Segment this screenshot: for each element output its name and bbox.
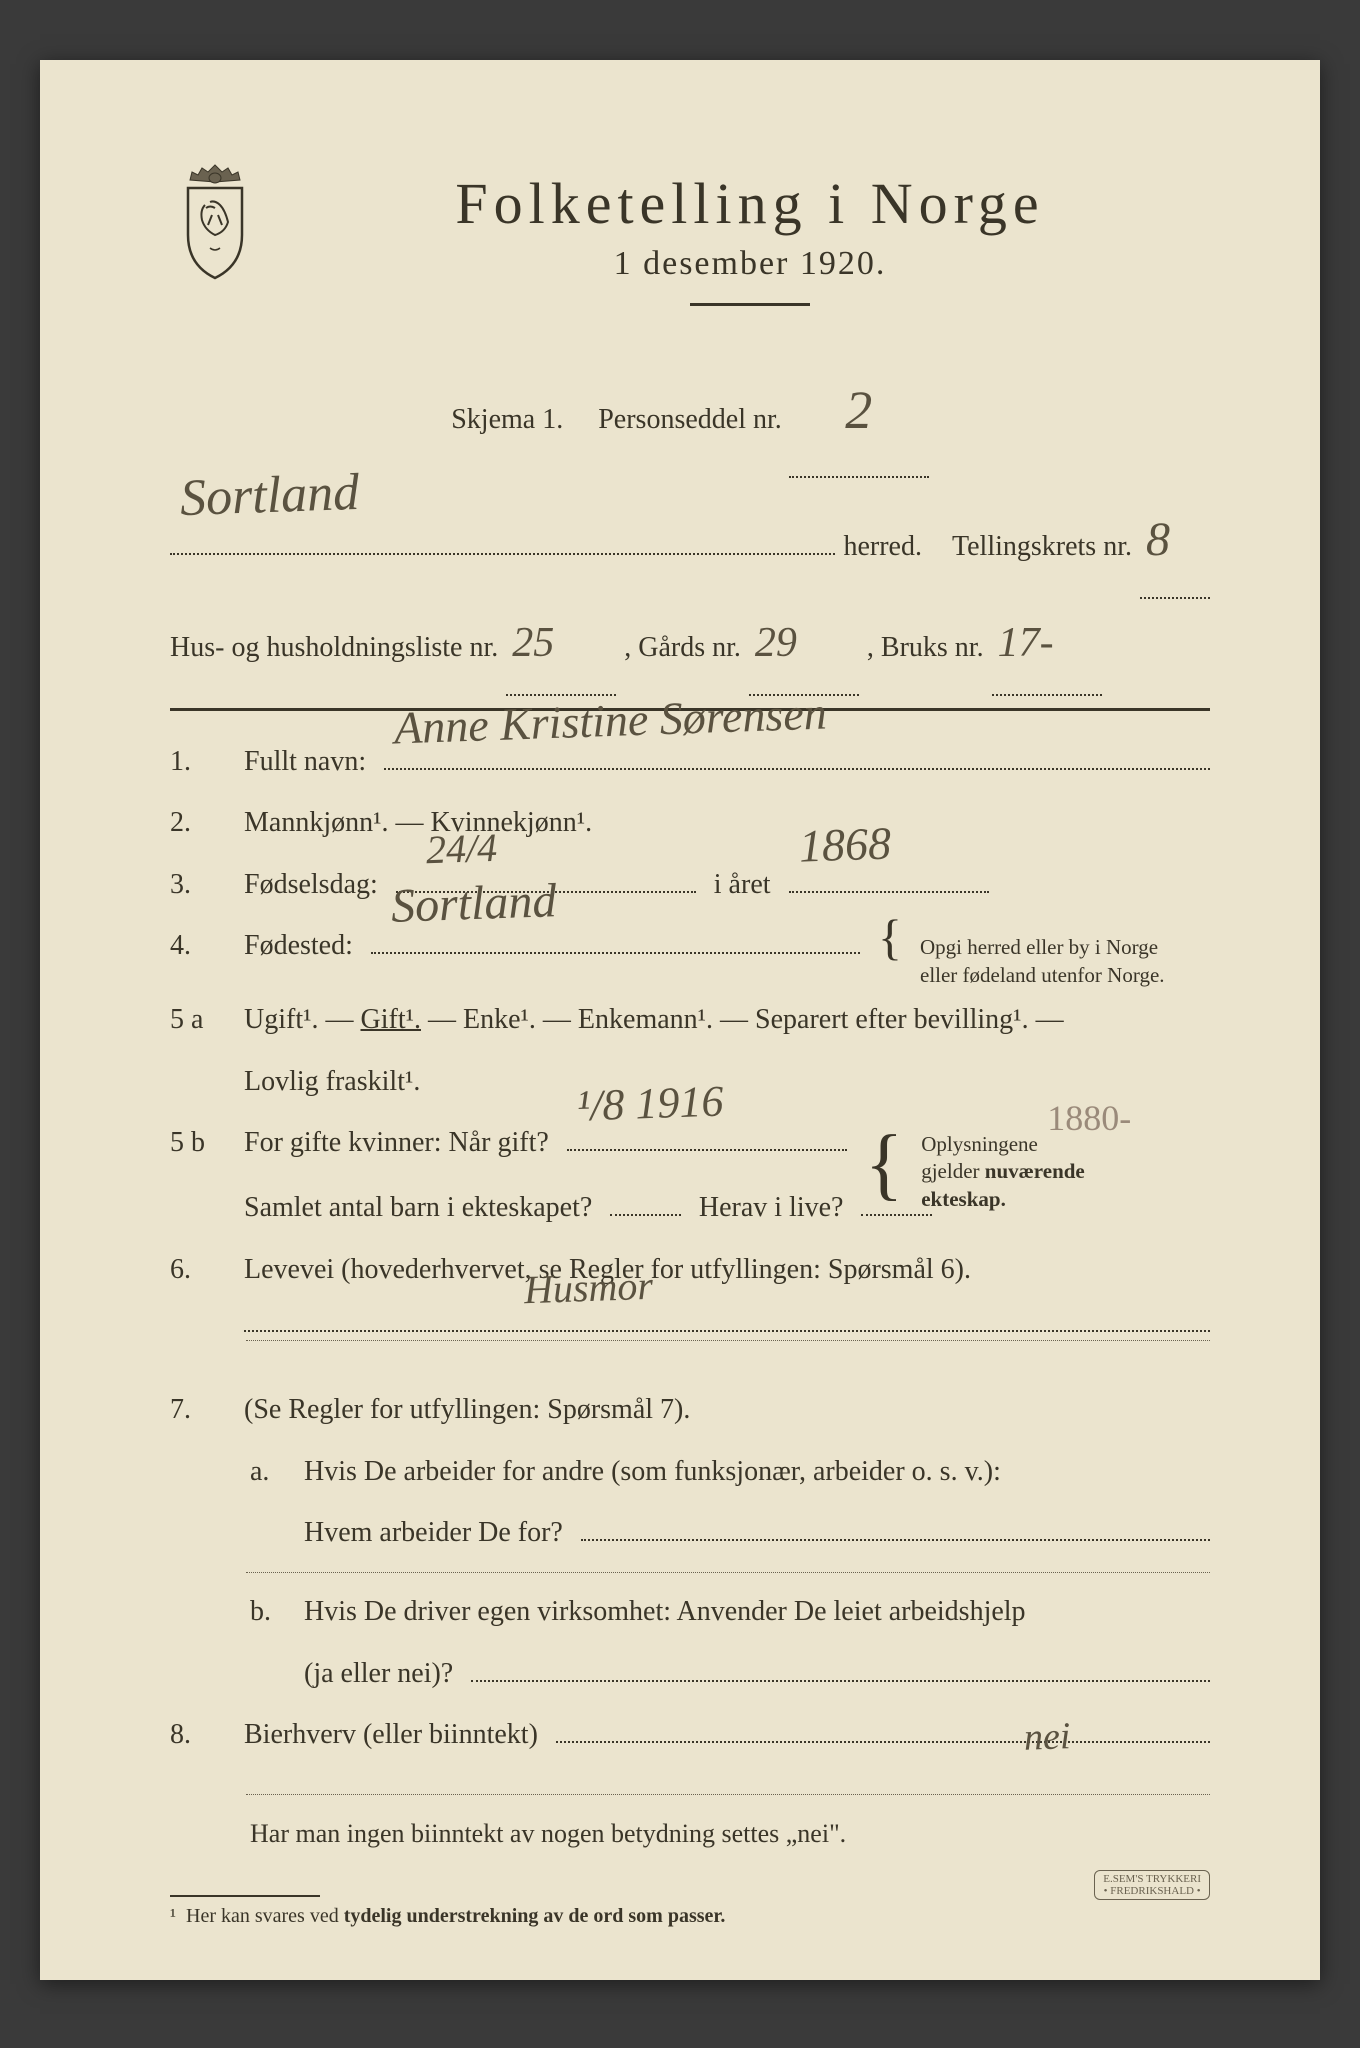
- hus-label: Hus- og husholdningsliste nr.: [170, 614, 498, 681]
- q5b-gift-value: ¹/8 1916: [575, 1054, 725, 1156]
- q5b-label1: For gifte kvinner: Når gift?: [244, 1112, 549, 1174]
- printer-l1: E.SEM'S TRYKKERI: [1103, 1873, 1201, 1885]
- q7-num: 7.: [170, 1379, 226, 1441]
- q1-label: Fullt navn:: [244, 731, 366, 793]
- krets-field: 8: [1140, 482, 1210, 599]
- q5b-num: 5 b: [170, 1112, 226, 1174]
- footnote-rule: [170, 1895, 320, 1897]
- q3-label: Fødselsdag:: [244, 854, 378, 916]
- q6-underline: [246, 1340, 1210, 1341]
- q1-row: 1. Fullt navn: Anne Kristine Sørensen: [170, 731, 1210, 793]
- q3-row: 3. Fødselsdag: 24/4 i året 1868: [170, 854, 1210, 916]
- coat-of-arms-icon: [170, 160, 260, 280]
- printer-mark: E.SEM'S TRYKKERI • FREDRIKSHALD •: [1094, 1870, 1210, 1900]
- q8-value: nei: [1022, 1695, 1071, 1780]
- personseddel-value: 2: [845, 346, 872, 476]
- q7a-line1: Hvis De arbeider for andre (som funksjon…: [304, 1441, 1001, 1503]
- q4-note-l2: eller fødeland utenfor Norge.: [920, 963, 1165, 987]
- q5b-live-field: [861, 1184, 932, 1216]
- herred-value: Sortland: [178, 431, 361, 562]
- q3-year-field: 1868: [789, 861, 989, 893]
- q5b-label2: Samlet antal barn i ekteskapet?: [244, 1177, 592, 1239]
- q3-year-value: 1868: [797, 792, 892, 896]
- personseddel-field: 2: [789, 346, 929, 478]
- q7-text: (Se Regler for utfyllingen: Spørsmål 7).: [244, 1379, 690, 1441]
- q5a-suffix: — Enke¹. — Enkemann¹. — Separert efter b…: [421, 1004, 1064, 1035]
- census-document: Folketelling i Norge 1 desember 1920. Sk…: [40, 60, 1320, 1980]
- q7a-row1: a. Hvis De arbeider for andre (som funks…: [170, 1441, 1210, 1503]
- q4-field: Sortland: [371, 922, 860, 954]
- q7a-field: [581, 1509, 1210, 1541]
- q7b-letter: b.: [250, 1581, 286, 1643]
- herred-field: Sortland: [170, 523, 835, 555]
- krets-label: Tellingskrets nr.: [952, 513, 1132, 580]
- q7b-line2: (ja eller nei)?: [304, 1643, 453, 1705]
- q8-row: 8. Bierhverv (eller biinntekt) nei: [170, 1704, 1210, 1766]
- q5a-prefix: Ugift¹. —: [244, 1004, 361, 1035]
- q5b-label3: Herav i live?: [699, 1177, 844, 1239]
- herred-line: Sortland herred. Tellingskrets nr. 8: [170, 482, 1210, 599]
- q1-num: 1.: [170, 731, 226, 793]
- q6-value: Husmor: [523, 1242, 655, 1334]
- bruks-value: 17-: [998, 593, 1054, 694]
- q4-num: 4.: [170, 915, 226, 977]
- q8-num: 8.: [170, 1704, 226, 1766]
- skjema-label: Skjema 1.: [451, 404, 563, 435]
- herred-label: herred.: [843, 513, 922, 580]
- q5b-gift-field: ¹/8 1916: [567, 1119, 847, 1151]
- q2-text: Mannkjønn¹. — Kvinnekjønn¹.: [244, 792, 592, 854]
- q3-num: 3.: [170, 854, 226, 916]
- q7a-row2: Hvem arbeider De for?: [170, 1502, 1210, 1564]
- main-title: Folketelling i Norge: [290, 170, 1210, 237]
- q4-label: Fødested:: [244, 915, 353, 977]
- q7a-underline: [246, 1572, 1210, 1573]
- q4-row: 4. Fødested: Sortland { Opgi herred elle…: [170, 915, 1210, 989]
- footnote-marker: ¹: [170, 1905, 176, 1927]
- q4-value: Sortland: [389, 848, 558, 959]
- title-divider: [690, 303, 810, 306]
- q6-row: 6. Levevei (hovederhvervet, se Regler fo…: [170, 1239, 1210, 1301]
- subtitle: 1 desember 1920.: [290, 245, 1210, 283]
- q5b-barn-field: [610, 1184, 681, 1216]
- q7-row: 7. (Se Regler for utfyllingen: Spørsmål …: [170, 1379, 1210, 1441]
- q4-note-l1: Opgi herred eller by i Norge: [920, 935, 1158, 959]
- q7a-letter: a.: [250, 1441, 286, 1503]
- q4-brace-icon: {: [878, 917, 902, 957]
- q5a-row: 5 a Ugift¹. — Gift¹. — Enke¹. — Enkemann…: [170, 989, 1210, 1051]
- q7b-field: [471, 1650, 1210, 1682]
- q1-field: Anne Kristine Sørensen: [384, 738, 1210, 770]
- krets-value: 8: [1146, 482, 1170, 597]
- q8-label: Bierhverv (eller biinntekt): [244, 1704, 538, 1766]
- q6-num: 6.: [170, 1239, 226, 1301]
- q6-field: Husmor: [244, 1300, 1210, 1332]
- q1-value: Anne Kristine Sørensen: [392, 663, 828, 779]
- q4-note: Opgi herred eller by i Norge eller fødel…: [920, 934, 1210, 989]
- bruks-field: 17-: [992, 593, 1102, 696]
- q8-field: nei: [556, 1711, 1210, 1743]
- footnote-bold: tydelig understrekning av de ord som pas…: [344, 1905, 726, 1927]
- document-header: Folketelling i Norge 1 desember 1920.: [170, 160, 1210, 336]
- personseddel-label: Personseddel nr.: [598, 404, 782, 435]
- q5b-row2: Samlet antal barn i ekteskapet? Herav i …: [170, 1177, 1210, 1239]
- q5a-gift: Gift¹.: [361, 1004, 422, 1035]
- q7b-line1: Hvis De driver egen virksomhet: Anvender…: [304, 1581, 1026, 1643]
- q5b-note-l1: Oplysningene: [921, 1132, 1038, 1156]
- q5a-text: Ugift¹. — Gift¹. — Enke¹. — Enkemann¹. —…: [244, 989, 1064, 1051]
- bruks-label: , Bruks nr.: [867, 614, 984, 681]
- q5a-num: 5 a: [170, 989, 226, 1051]
- printer-l2: • FREDRIKSHALD •: [1104, 1885, 1201, 1897]
- q7b-row1: b. Hvis De driver egen virksomhet: Anven…: [170, 1581, 1210, 1643]
- q8-underline: [246, 1794, 1210, 1795]
- q5a-line2: Lovlig fraskilt¹.: [244, 1051, 420, 1113]
- q3-year-label: i året: [714, 854, 771, 916]
- q6-value-row: Husmor: [170, 1300, 1210, 1332]
- q2-num: 2.: [170, 792, 226, 854]
- footnote: ¹ Her kan svares ved tydelig understrekn…: [170, 1905, 1210, 1928]
- q5b-pencil-year: 1880-: [1047, 1095, 1131, 1142]
- q7a-line2: Hvem arbeider De for?: [304, 1502, 563, 1564]
- q2-row: 2. Mannkjønn¹. — Kvinnekjønn¹.: [170, 792, 1210, 854]
- title-block: Folketelling i Norge 1 desember 1920.: [290, 160, 1210, 336]
- q8-note: Har man ingen biinntekt av nogen betydni…: [170, 1803, 1210, 1865]
